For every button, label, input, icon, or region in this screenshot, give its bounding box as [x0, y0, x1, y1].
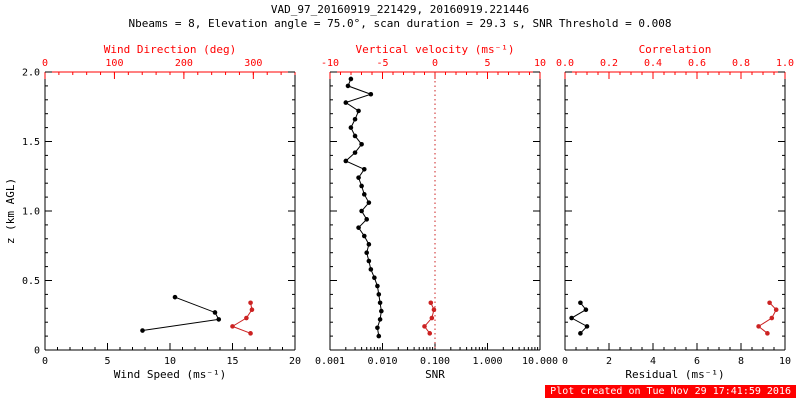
- plot-subtitle: Nbeams = 8, Elevation angle = 75.0°, sca…: [128, 17, 672, 30]
- top-tick-label: 1.0: [776, 58, 794, 69]
- x-tick-label: 0: [562, 356, 568, 367]
- x-axis-title: Wind Speed (ms⁻¹): [114, 368, 227, 381]
- series-correlation: [756, 300, 779, 336]
- top-tick-label: 0.8: [732, 58, 750, 69]
- top-tick-label: 0.2: [600, 58, 618, 69]
- top-tick-label: -10: [321, 58, 339, 69]
- x-tick-label: 1.000: [472, 356, 502, 367]
- panel-snr: 0.001 0.010 0.100 1.000 10.000 SNR -10 -5 0 5 10 Ve…: [315, 43, 558, 381]
- series-wind-speed: [140, 294, 222, 333]
- x-tick-label: 4: [650, 356, 656, 367]
- y-tick-label: 0.5: [22, 276, 40, 287]
- y-tick-label: 1.5: [22, 137, 40, 148]
- x-axis-title: SNR: [425, 368, 445, 381]
- panel-wind: 0 5 10 15 20 Wind Speed (ms⁻¹) 0 100 200 300 Wind …: [22, 43, 301, 381]
- series-wind-direction: [230, 300, 255, 336]
- top-tick-label: 100: [105, 58, 123, 69]
- x-tick-label: 5: [104, 356, 110, 367]
- top-tick-label: -5: [376, 58, 388, 69]
- x-tick-label: 0.100: [420, 356, 450, 367]
- x-tick-label: 10: [779, 356, 791, 367]
- y-tick-label: 2.0: [22, 68, 40, 79]
- top-tick-label: 0.6: [688, 58, 706, 69]
- top-tick-label: 0: [432, 58, 438, 69]
- top-axis-title: Vertical velocity (ms⁻¹): [356, 43, 515, 56]
- series-vertical-velocity: [422, 300, 437, 336]
- x-axis-title: Residual (ms⁻¹): [625, 368, 724, 381]
- x-tick-label: 10: [164, 356, 176, 367]
- top-axis-title: Wind Direction (deg): [104, 43, 236, 56]
- top-axis-title: Correlation: [639, 43, 712, 56]
- plot-created-stamp: Plot created on Tue Nov 29 17:41:59 2016: [545, 385, 796, 398]
- x-tick-label: 2: [606, 356, 612, 367]
- x-tick-label: 8: [738, 356, 744, 367]
- series-snr-profile: [343, 76, 384, 339]
- y-tick-label: 0: [34, 346, 40, 357]
- top-tick-label: 5: [484, 58, 490, 69]
- top-tick-label: 300: [244, 58, 262, 69]
- x-tick-label: 10.000: [522, 356, 558, 367]
- x-tick-label: 0.001: [315, 356, 345, 367]
- x-tick-label: 6: [694, 356, 700, 367]
- x-tick-label: 0.010: [367, 356, 397, 367]
- y-axis-label: z (km AGL): [4, 178, 17, 244]
- top-tick-label: 200: [175, 58, 193, 69]
- x-tick-label: 0: [42, 356, 48, 367]
- x-tick-label: 20: [289, 356, 301, 367]
- y-tick-label: 1.0: [22, 207, 40, 218]
- top-tick-label: 0.0: [556, 58, 574, 69]
- top-tick-label: 10: [534, 58, 546, 69]
- plot-title: VAD_97_20160919_221429, 20160919.221446: [270, 3, 530, 16]
- series-residual: [569, 300, 590, 336]
- x-tick-label: 15: [226, 356, 238, 367]
- panel-residual: 0 2 4 6 8 10 Residual (ms⁻¹) 0.0 0.2 0.4 0.6 0.8 1.0…: [556, 43, 794, 381]
- top-tick-label: 0.4: [644, 58, 662, 69]
- top-tick-label: 0: [42, 58, 48, 69]
